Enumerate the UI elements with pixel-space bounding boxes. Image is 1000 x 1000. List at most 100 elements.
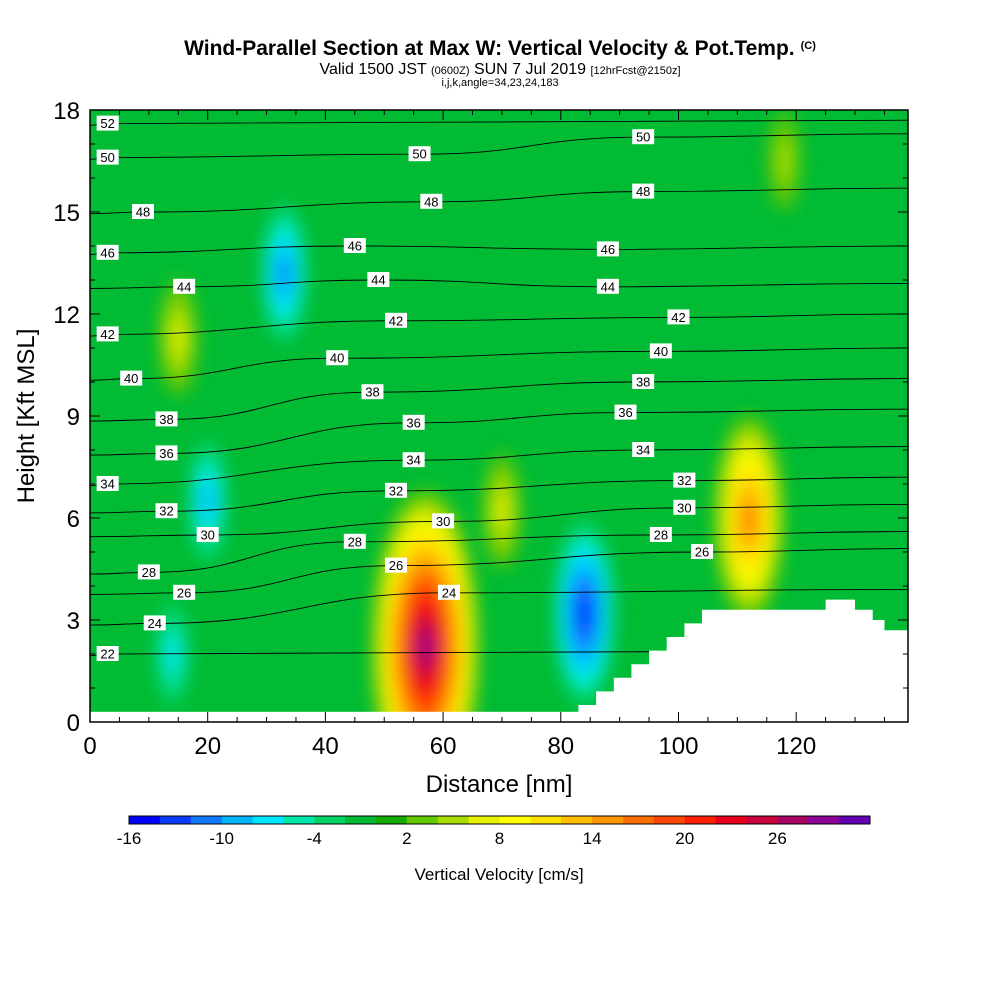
w-feature-3 xyxy=(278,258,291,288)
chart-subtitle: Valid 1500 JST (0600Z) SUN 7 Jul 2019 [1… xyxy=(0,61,1000,79)
contour-label-50: 50 xyxy=(100,150,114,165)
contour-label-32: 32 xyxy=(677,473,691,488)
contour-label-bg xyxy=(667,309,690,325)
y-tick-label: 15 xyxy=(53,200,80,227)
colorbar-label: Vertical Velocity [cm/s] xyxy=(414,865,583,884)
colorbar-swatch xyxy=(592,816,624,824)
contour-label-30: 30 xyxy=(436,514,450,529)
contour-label-bg xyxy=(155,411,178,427)
colorbar-tick-label: 2 xyxy=(402,829,411,848)
colorbar-swatch xyxy=(839,816,871,824)
chart-title: Wind-Parallel Section at Max W: Vertical… xyxy=(0,37,1000,61)
contour-label-bg xyxy=(173,584,196,600)
contour-label-40: 40 xyxy=(124,371,138,386)
contour-label-42: 42 xyxy=(100,327,114,342)
colorbar-swatch xyxy=(314,816,346,824)
contour-label-28: 28 xyxy=(654,528,668,543)
contour-label-30: 30 xyxy=(200,528,214,543)
contour-label-34: 34 xyxy=(100,477,114,492)
w-feature-1 xyxy=(743,504,756,532)
w-feature-2 xyxy=(578,599,591,628)
contour-label-50: 50 xyxy=(636,130,650,145)
contour-label-36: 36 xyxy=(159,446,173,461)
contour-label-bg xyxy=(361,384,384,400)
copyright-mark: (C) xyxy=(800,40,816,52)
contour-label-bg xyxy=(408,146,431,162)
contour-label-48: 48 xyxy=(136,205,150,220)
y-tick-label: 3 xyxy=(67,608,80,635)
contour-label-bg xyxy=(614,404,637,420)
x-tick-label: 0 xyxy=(83,733,96,760)
contour-label-bg xyxy=(137,564,160,580)
surface-strip xyxy=(90,711,908,722)
x-tick-label: 20 xyxy=(194,733,221,760)
w-feature-6 xyxy=(172,318,185,358)
w-feature-7 xyxy=(495,491,509,531)
contour-label-38: 38 xyxy=(636,375,650,390)
contour-label-44: 44 xyxy=(177,279,191,294)
colorbar-swatch xyxy=(283,816,315,824)
contour-label-24: 24 xyxy=(442,585,456,600)
utc-time: (0600Z) xyxy=(430,65,470,77)
contour-label-bg xyxy=(96,244,119,260)
colorbar-tick-label: -16 xyxy=(117,829,142,848)
contour-label-bg xyxy=(437,584,460,600)
contour-label-42: 42 xyxy=(389,313,403,328)
contour-label-52: 52 xyxy=(100,116,114,131)
contour-label-bg xyxy=(196,527,219,542)
colorbar-swatch xyxy=(530,816,562,824)
contour-label-50: 50 xyxy=(412,147,426,162)
contour-label-bg xyxy=(432,513,455,529)
colorbar-swatch xyxy=(221,816,253,824)
contour-label-32: 32 xyxy=(159,504,173,519)
contour-label-bg xyxy=(143,615,166,631)
colorbar-swatch xyxy=(252,816,284,824)
colorbar-tick-label: 14 xyxy=(583,829,602,848)
contour-label-bg xyxy=(96,115,119,131)
contour-label-48: 48 xyxy=(636,184,650,199)
y-tick-label: 9 xyxy=(67,404,80,431)
contour-label-38: 38 xyxy=(365,385,379,400)
colorbar-swatch xyxy=(129,816,161,824)
colorbar-swatch xyxy=(715,816,747,824)
w-feature-4 xyxy=(201,485,214,517)
colorbar-tick-label: 20 xyxy=(675,829,694,848)
contour-label-bg xyxy=(673,472,696,488)
contour-label-46: 46 xyxy=(601,242,615,257)
contour-label-bg xyxy=(155,445,178,461)
colorbar: -16 -10 -4 2 8 14 20 26 xyxy=(117,815,871,848)
contour-label-bg xyxy=(173,278,196,294)
contour-label-48: 48 xyxy=(424,194,438,209)
valid-date: SUN 7 Jul 2019 xyxy=(473,61,587,78)
contour-label-bg xyxy=(343,238,366,253)
x-axis-label: Distance [nm] xyxy=(426,771,573,798)
y-tick-label: 6 xyxy=(67,506,80,533)
forecast-info: [12hrFcst@2150z] xyxy=(590,65,681,77)
contour-label-40: 40 xyxy=(330,351,344,366)
contour-label-44: 44 xyxy=(371,273,385,288)
contour-label-bg xyxy=(120,370,143,386)
contour-label-bg xyxy=(155,503,178,519)
x-tick-label: 40 xyxy=(312,733,339,760)
contour-label-bg xyxy=(632,442,655,457)
contour-label-bg xyxy=(367,272,390,287)
y-tick-label: 12 xyxy=(53,302,80,329)
w-feature-0 xyxy=(419,633,432,662)
colorbar-swatch xyxy=(561,816,593,824)
colorbar-swatch xyxy=(808,816,840,824)
contour-label-bg xyxy=(131,204,154,219)
terrain-mask xyxy=(90,599,908,722)
w-feature-8 xyxy=(776,136,793,186)
contour-label-36: 36 xyxy=(406,415,420,430)
contour-label-44: 44 xyxy=(601,279,615,294)
contour-label-bg xyxy=(673,499,696,515)
contour-label-26: 26 xyxy=(695,545,709,560)
colorbar-swatch xyxy=(159,816,192,824)
colorbar-tick-label: 8 xyxy=(495,829,504,848)
colorbar-swatch xyxy=(684,816,717,824)
contour-label-bg xyxy=(343,533,366,549)
colorbar-swatch xyxy=(345,816,377,824)
contour-label-bg xyxy=(649,527,672,542)
